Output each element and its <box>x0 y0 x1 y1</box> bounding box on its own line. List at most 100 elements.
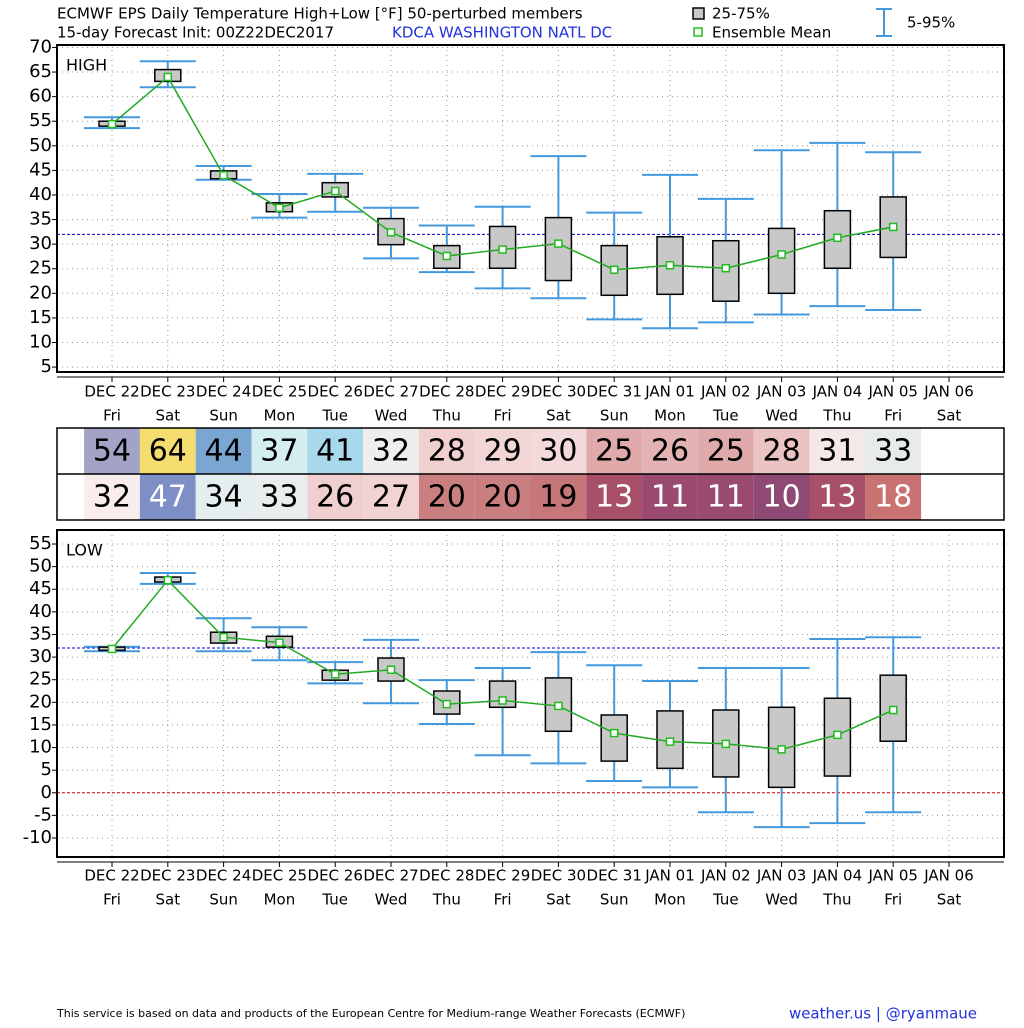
table-cell <box>586 428 643 474</box>
mean-marker <box>442 251 452 261</box>
table-cell <box>753 474 810 520</box>
weekday-label: Wed <box>375 407 408 425</box>
table-value: 54 <box>93 434 131 469</box>
mean-marker <box>219 171 228 180</box>
x-tick-label: DEC 31 <box>587 867 642 885</box>
table-cell <box>642 428 698 474</box>
box <box>544 216 573 282</box>
mean-marker <box>107 644 117 654</box>
table-value: 29 <box>484 434 522 469</box>
mean-marker <box>275 203 284 213</box>
x-tick-label: JAN 06 <box>923 867 974 885</box>
y-tick-label: 45 <box>29 578 52 599</box>
panel-label: LOW <box>66 541 103 560</box>
weekday-label: Wed <box>765 891 798 909</box>
mean-marker <box>107 119 117 129</box>
box <box>767 227 796 295</box>
plot-frame <box>56 529 1005 858</box>
table-cell <box>474 474 531 520</box>
mean-marker <box>721 263 731 273</box>
mean-marker <box>163 72 173 82</box>
x-tick-label: DEC 23 <box>140 383 195 401</box>
mean-marker <box>219 632 228 642</box>
y-tick-label: 25 <box>29 669 52 690</box>
table-cell <box>251 428 308 474</box>
table-value: 33 <box>874 434 912 469</box>
weekday-label: Tue <box>321 891 348 909</box>
mean-marker <box>665 261 675 270</box>
weekday-label: Sat <box>155 407 180 425</box>
table-value: 44 <box>205 434 243 469</box>
table-cell <box>753 428 810 474</box>
weekday-label: Thu <box>822 891 851 909</box>
weekday-label: Sun <box>600 407 629 425</box>
x-tick-label: DEC 24 <box>196 867 251 885</box>
y-tick-label: 55 <box>29 110 52 131</box>
weekday-label: Tue <box>712 407 739 425</box>
x-tick-label: DEC 27 <box>363 867 418 885</box>
table-value: 28 <box>428 434 466 469</box>
x-tick-label: DEC 22 <box>84 867 139 885</box>
x-tick-label: DEC 28 <box>419 867 474 885</box>
table-cell <box>84 428 140 474</box>
table-cell <box>363 474 419 520</box>
mean-marker <box>609 728 619 738</box>
table-cell <box>139 474 196 520</box>
x-tick-label: DEC 25 <box>252 383 307 401</box>
weekday-label: Sat <box>155 891 180 909</box>
weekday-label: Fri <box>884 891 902 909</box>
x-tick-label: DEC 26 <box>308 867 363 885</box>
weekday-label: Thu <box>432 407 461 425</box>
table-cell <box>642 474 698 520</box>
mean-marker <box>888 222 898 232</box>
y-tick-label: 30 <box>29 233 52 254</box>
table-cell <box>195 474 252 520</box>
mean-marker <box>833 233 842 243</box>
y-tick-label: 10 <box>29 737 52 758</box>
weekday-label: Sun <box>600 891 629 909</box>
mean-marker <box>498 245 507 254</box>
mean-marker <box>721 739 731 749</box>
table-value: 11 <box>651 480 689 515</box>
x-tick-label: JAN 05 <box>867 867 918 885</box>
table-cell <box>418 428 475 474</box>
table-value: 47 <box>149 480 187 515</box>
table-value: 13 <box>818 480 856 515</box>
x-tick-label: JAN 01 <box>644 383 695 401</box>
legend-whisker: 5-95% <box>907 14 955 32</box>
y-tick-label: 50 <box>29 135 52 156</box>
table-cell <box>84 474 140 520</box>
table-value: 13 <box>595 480 633 515</box>
table-value: 32 <box>93 480 131 515</box>
table-value: 32 <box>372 434 410 469</box>
legend-mean: Ensemble Mean <box>712 24 831 42</box>
y-tick-label: 5 <box>41 356 52 377</box>
x-tick-label: JAN 02 <box>700 867 751 885</box>
weekday-label: Wed <box>375 891 408 909</box>
mean-marker <box>665 737 675 746</box>
table-value: 26 <box>316 480 354 515</box>
y-tick-label: 20 <box>29 282 52 303</box>
table-cell <box>809 428 866 474</box>
weekday-label: Sat <box>937 407 962 425</box>
table-cell <box>530 474 587 520</box>
weekday-label: Mon <box>654 407 686 425</box>
table-cell <box>251 474 308 520</box>
table-value: 19 <box>539 480 577 515</box>
footer-note: This service is based on data and produc… <box>56 1007 685 1020</box>
table-value: 18 <box>874 480 912 515</box>
table-cell <box>865 428 922 474</box>
footer-credit: weather.us | @ryanmaue <box>789 1005 977 1023</box>
weekday-label: Fri <box>884 407 902 425</box>
x-tick-label: DEC 31 <box>587 383 642 401</box>
table-value: 25 <box>595 434 633 469</box>
box <box>823 209 852 269</box>
x-tick-label: DEC 29 <box>475 383 530 401</box>
table-value: 25 <box>707 434 745 469</box>
mean-marker <box>330 186 340 196</box>
x-tick-label: JAN 05 <box>867 383 918 401</box>
x-tick-label: DEC 26 <box>308 383 363 401</box>
weekday-label: Tue <box>321 407 348 425</box>
x-tick-label: DEC 28 <box>419 383 474 401</box>
table-cell <box>195 428 252 474</box>
